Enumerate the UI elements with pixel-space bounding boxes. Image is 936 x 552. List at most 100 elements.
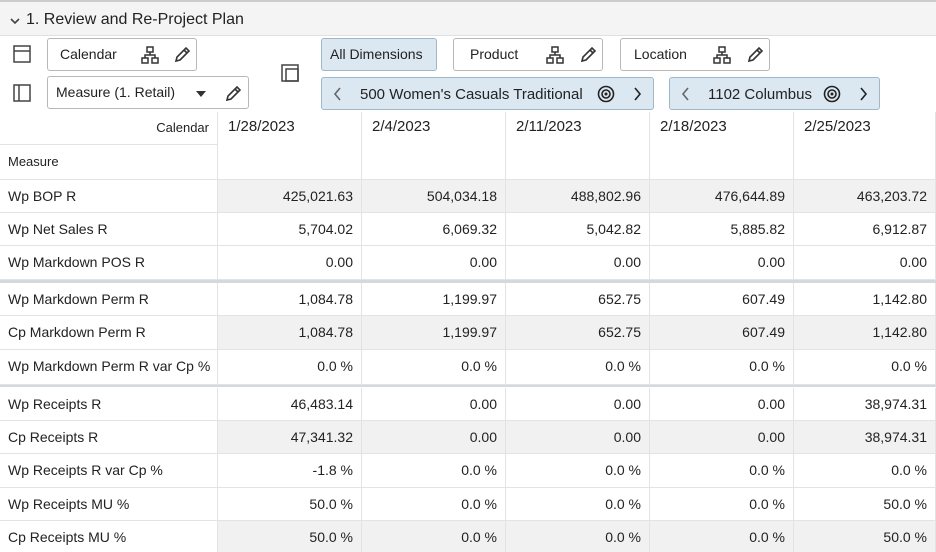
data-cell: 0.0 % — [650, 454, 794, 488]
layout-icon[interactable] — [13, 84, 31, 102]
column-header: 2/25/2023 — [794, 112, 936, 180]
data-cell: 38,974.31 — [794, 388, 936, 421]
data-cell: 488,802.96 — [506, 180, 650, 213]
column-header: 2/11/2023 — [506, 112, 650, 180]
product-dimension[interactable]: Product — [453, 38, 603, 71]
member-label: 500 Women's Casuals Traditional — [360, 86, 583, 103]
row-header: Wp Receipts R var Cp % — [0, 454, 218, 488]
calendar-dimension[interactable]: Calendar — [47, 38, 197, 71]
row-header: Wp Net Sales R — [0, 213, 218, 246]
column-header: 2/18/2023 — [650, 112, 794, 180]
row-header: Wp Markdown POS R — [0, 246, 218, 280]
collapse-icon[interactable] — [9, 15, 21, 27]
group-separator — [0, 384, 936, 387]
data-cell: 0.0 % — [650, 350, 794, 385]
previous-button[interactable] — [676, 84, 696, 104]
data-cell: 0.00 — [362, 246, 506, 280]
dropdown-label: Measure (1. Retail) — [56, 84, 176, 100]
row-header: Wp Receipts MU % — [0, 488, 218, 521]
row-header: Wp BOP R — [0, 180, 218, 213]
next-button[interactable] — [853, 84, 873, 104]
product-navigator: 500 Women's Casuals Traditional — [321, 77, 654, 110]
layout-icon[interactable] — [13, 45, 31, 63]
data-cell: 0.00 — [506, 388, 650, 421]
data-cell: 1,199.97 — [362, 283, 506, 316]
row-axis-header: Measure — [0, 145, 218, 180]
data-grid: Calendar Measure 1/28/2023 2/4/2023 2/11/202… — [0, 112, 936, 552]
edit-icon[interactable] — [578, 45, 598, 65]
hierarchy-icon[interactable] — [545, 45, 565, 65]
data-cell: 5,042.82 — [506, 213, 650, 246]
data-cell: 6,069.32 — [362, 213, 506, 246]
data-cell: 0.0 % — [506, 350, 650, 385]
location-dimension[interactable]: Location — [620, 38, 770, 71]
data-cell: 5,704.02 — [218, 213, 362, 246]
edit-icon[interactable] — [223, 84, 243, 104]
row-header: Wp Markdown Perm R var Cp % — [0, 350, 218, 385]
data-cell: 1,142.80 — [794, 283, 936, 316]
dimension-label: Calendar — [60, 46, 117, 62]
data-cell: 0.0 % — [362, 488, 506, 521]
row-header: Wp Receipts R — [0, 388, 218, 421]
data-cell: 0.00 — [650, 388, 794, 421]
dropdown-arrow — [196, 91, 206, 97]
button-label: All Dimensions — [330, 46, 423, 62]
data-cell: 0.00 — [218, 246, 362, 280]
data-cell: 1,199.97 — [362, 316, 506, 350]
data-cell: 1,084.78 — [218, 283, 362, 316]
data-cell: 50.0 % — [794, 521, 936, 552]
data-cell: 0.00 — [362, 388, 506, 421]
data-cell: 476,644.89 — [650, 180, 794, 213]
data-cell: 50.0 % — [218, 488, 362, 521]
dimension-label: Product — [470, 46, 519, 62]
data-cell: 0.0 % — [362, 454, 506, 488]
edit-icon[interactable] — [745, 45, 765, 65]
data-cell: 46,483.14 — [218, 388, 362, 421]
data-cell: 607.49 — [650, 316, 794, 350]
data-cell: 463,203.72 — [794, 180, 936, 213]
data-cell: 0.00 — [650, 246, 794, 280]
pivot-icon[interactable] — [281, 64, 299, 82]
hierarchy-icon[interactable] — [712, 45, 732, 65]
data-cell: 0.0 % — [650, 488, 794, 521]
location-navigator: 1102 Columbus — [669, 77, 880, 110]
next-button[interactable] — [627, 84, 647, 104]
data-cell: -1.8 % — [218, 454, 362, 488]
data-cell: 1,084.78 — [218, 316, 362, 350]
previous-button[interactable] — [328, 84, 348, 104]
data-cell: 1,142.80 — [794, 316, 936, 350]
data-cell: 0.0 % — [362, 350, 506, 385]
data-cell: 652.75 — [506, 316, 650, 350]
data-cell: 607.49 — [650, 283, 794, 316]
corner-header: Calendar — [0, 112, 218, 145]
data-cell: 0.0 % — [650, 521, 794, 552]
data-cell: 0.00 — [506, 246, 650, 280]
column-header: 1/28/2023 — [218, 112, 362, 180]
data-cell: 0.0 % — [506, 454, 650, 488]
row-header: Cp Receipts R — [0, 421, 218, 454]
data-cell: 50.0 % — [218, 521, 362, 552]
data-cell: 6,912.87 — [794, 213, 936, 246]
data-cell: 0.00 — [506, 421, 650, 454]
data-cell: 0.0 % — [218, 350, 362, 385]
hierarchy-icon[interactable] — [140, 45, 160, 65]
select-member-icon[interactable] — [822, 84, 842, 104]
column-header: 2/4/2023 — [362, 112, 506, 180]
member-label: 1102 Columbus — [708, 86, 812, 103]
data-cell: 0.0 % — [506, 521, 650, 552]
data-cell: 0.0 % — [362, 521, 506, 552]
data-cell: 38,974.31 — [794, 421, 936, 454]
select-member-icon[interactable] — [596, 84, 616, 104]
row-header: Wp Markdown Perm R — [0, 283, 218, 316]
data-cell: 50.0 % — [794, 488, 936, 521]
data-cell: 504,034.18 — [362, 180, 506, 213]
all-dimensions-button[interactable]: All Dimensions — [321, 38, 437, 71]
measure-dropdown[interactable]: Measure (1. Retail) — [47, 76, 249, 109]
data-cell: 47,341.32 — [218, 421, 362, 454]
edit-icon[interactable] — [172, 45, 192, 65]
data-cell: 0.00 — [362, 421, 506, 454]
group-separator — [0, 280, 936, 283]
dimension-label: Location — [634, 46, 687, 62]
data-cell: 0.0 % — [794, 454, 936, 488]
